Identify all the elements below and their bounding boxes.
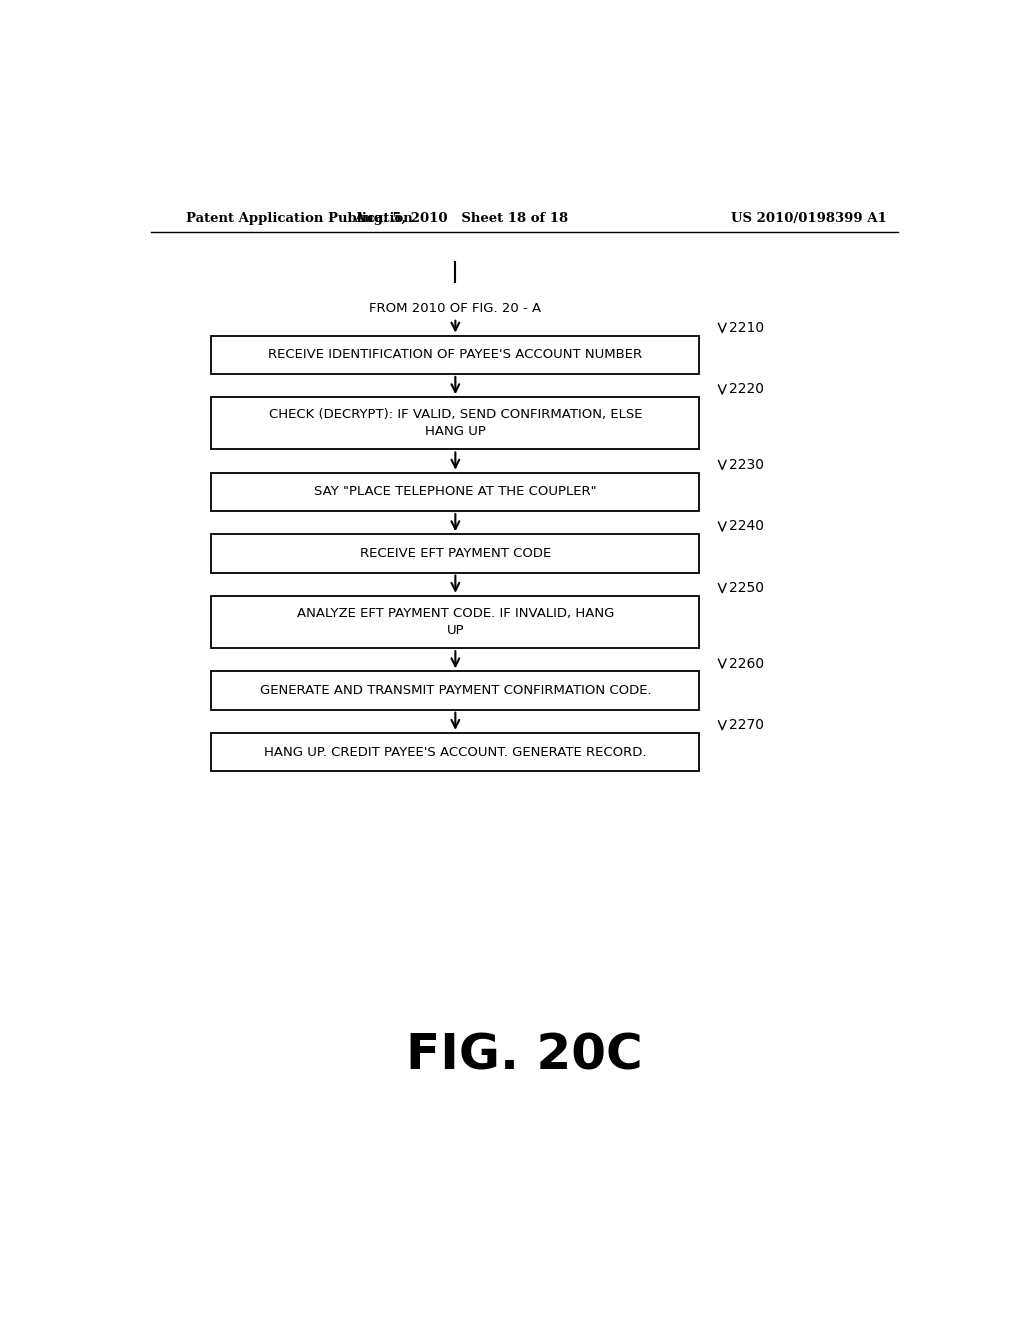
Text: GENERATE AND TRANSMIT PAYMENT CONFIRMATION CODE.: GENERATE AND TRANSMIT PAYMENT CONFIRMATI…	[259, 684, 651, 697]
Bar	[211, 733, 699, 771]
Text: 2230: 2230	[729, 458, 764, 471]
Text: HANG UP. CREDIT PAYEE'S ACCOUNT. GENERATE RECORD.: HANG UP. CREDIT PAYEE'S ACCOUNT. GENERAT…	[264, 746, 646, 759]
Text: RECEIVE EFT PAYMENT CODE: RECEIVE EFT PAYMENT CODE	[359, 546, 551, 560]
Text: 2240: 2240	[729, 520, 764, 533]
Text: CHECK (DECRYPT): IF VALID, SEND CONFIRMATION, ELSE
HANG UP: CHECK (DECRYPT): IF VALID, SEND CONFIRMA…	[268, 408, 642, 438]
Text: 2210: 2210	[729, 321, 764, 335]
Text: SAY "PLACE TELEPHONE AT THE COUPLER": SAY "PLACE TELEPHONE AT THE COUPLER"	[314, 486, 597, 499]
Text: RECEIVE IDENTIFICATION OF PAYEE'S ACCOUNT NUMBER: RECEIVE IDENTIFICATION OF PAYEE'S ACCOUN…	[268, 348, 642, 362]
Text: 2270: 2270	[729, 718, 764, 733]
Bar	[211, 335, 699, 374]
Text: Aug. 5, 2010   Sheet 18 of 18: Aug. 5, 2010 Sheet 18 of 18	[354, 213, 568, 224]
Text: ANALYZE EFT PAYMENT CODE. IF INVALID, HANG
UP: ANALYZE EFT PAYMENT CODE. IF INVALID, HA…	[297, 607, 614, 638]
Bar	[211, 397, 699, 449]
Text: FIG. 20C: FIG. 20C	[407, 1031, 643, 1080]
Bar	[211, 595, 699, 648]
Text: US 2010/0198399 A1: US 2010/0198399 A1	[731, 213, 887, 224]
Text: 2260: 2260	[729, 656, 764, 671]
Text: 2250: 2250	[729, 581, 764, 595]
Text: FROM 2010 OF FIG. 20 - A: FROM 2010 OF FIG. 20 - A	[370, 302, 542, 315]
Bar	[211, 671, 699, 710]
Bar	[211, 535, 699, 573]
Text: Patent Application Publication: Patent Application Publication	[186, 213, 413, 224]
Bar	[211, 473, 699, 511]
Text: 2220: 2220	[729, 383, 764, 396]
